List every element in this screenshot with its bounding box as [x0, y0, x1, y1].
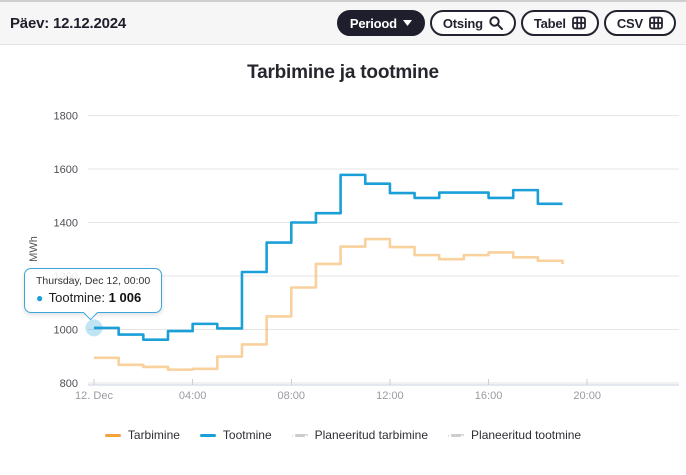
x-axis-label: 16:00 [475, 390, 503, 402]
hover-point-halo [85, 319, 103, 337]
legend-item-planeeritud-tarbimine[interactable]: Planeeritud tarbimine [291, 428, 429, 442]
legend-item-tarbimine[interactable]: Tarbimine [104, 428, 180, 442]
tooltip-row: ● Tootmine: 1 006 [36, 290, 150, 305]
x-axis-label: 20:00 [573, 390, 601, 402]
y-axis-label: 1400 [54, 218, 78, 230]
table-icon [571, 16, 586, 30]
line-swatch-icon [199, 433, 216, 437]
tooltip-header: Thursday, Dec 12, 00:00 [36, 275, 151, 287]
periood-button-label: Periood [349, 15, 397, 31]
legend-label: Planeeritud tarbimine [314, 428, 429, 442]
x-axis-label: 04:00 [179, 390, 207, 402]
csv-button-label: CSV [616, 15, 643, 31]
table-icon [649, 16, 663, 30]
chart-tooltip: Thursday, Dec 12, 00:00 ● Tootmine: 1 00… [24, 268, 163, 321]
otsing-button[interactable]: Otsing [429, 10, 516, 36]
legend-label: Tootmine [222, 428, 272, 442]
date-display: Päev: 12.12.2024 [10, 15, 126, 32]
otsing-button-label: Otsing [442, 15, 483, 31]
legend-item-tootmine[interactable]: Tootmine [199, 428, 272, 442]
chart-title: Tarbimine ja tootmine [247, 62, 439, 83]
tabel-button-label: Tabel [533, 15, 566, 31]
x-axis-label: 12. Dec [75, 390, 113, 402]
y-axis-label: 800 [60, 378, 78, 390]
caret-down-icon [402, 20, 412, 26]
dotted-line-swatch-icon [448, 433, 465, 437]
series-line-tootmine [94, 173, 563, 341]
series-bullet-icon: ● [36, 291, 44, 305]
csv-button[interactable]: CSV [603, 10, 676, 36]
periood-button[interactable]: Periood [336, 10, 425, 36]
tabel-button[interactable]: Tabel [520, 10, 599, 36]
y-axis-label: 1000 [54, 325, 78, 337]
date-value: 12.12.2024 [53, 14, 127, 32]
dotted-line-swatch-icon [291, 433, 308, 437]
search-icon [489, 16, 503, 30]
x-axis-label: 12:00 [376, 390, 404, 402]
legend-item-planeeritud-tootmine[interactable]: Planeeritud tootmine [448, 428, 581, 442]
y-axis-label: 1800 [54, 111, 78, 123]
y-axis-label: 1600 [54, 164, 78, 176]
tooltip-value: 1 006 [108, 290, 142, 305]
chart-legend: Tarbimine Tootmine Planeeritud tarbimine Pl… [0, 428, 686, 442]
tooltip-series-label: Tootmine: [48, 290, 106, 305]
date-label: Päev: [10, 14, 50, 32]
toolbar-buttons: Periood Otsing Tabel [336, 10, 676, 36]
series-line-tarbimine [94, 237, 564, 371]
legend-label: Tarbimine [127, 428, 180, 442]
x-axis-label: 08:00 [278, 390, 306, 402]
legend-label: Planeeritud tootmine [471, 428, 582, 442]
y-axis-title: MWh [28, 236, 40, 262]
line-swatch-icon [104, 433, 121, 437]
header-bar: Päev: 12.12.2024 Periood Otsing Tabel [0, 0, 686, 45]
